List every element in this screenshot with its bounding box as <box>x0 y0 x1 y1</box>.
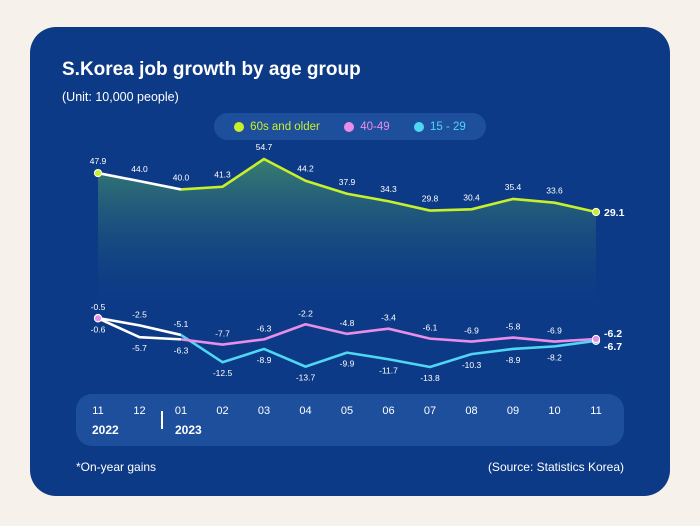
labels-layer: 47.9 44.0 40.0 41.3 54.7 44.2 37.9 34.3 29.8 30.4… <box>90 142 625 383</box>
x-tick-0: 11 <box>92 405 103 417</box>
label-40-49-8: -6.1 <box>423 323 438 333</box>
x-tick-10: 09 <box>507 405 519 417</box>
footnote: *On-year gains <box>76 460 157 474</box>
label-60s-8: 29.8 <box>422 194 439 204</box>
x-tick-3: 02 <box>216 405 228 417</box>
label-60s-10: 35.4 <box>505 182 522 192</box>
legend-label-60s: 60s and older <box>250 120 320 133</box>
label-60s-4: 54.7 <box>256 142 273 152</box>
label-15-29-4: -8.9 <box>257 355 272 365</box>
label-40-49-7: -3.4 <box>381 313 396 323</box>
point-40-49-12 <box>591 334 601 344</box>
label-40-49-4: -6.3 <box>257 323 272 333</box>
line-15-29-2022 <box>97 316 182 337</box>
x-tick-4: 03 <box>258 405 270 417</box>
points-layer <box>93 168 601 345</box>
legend-item-60s: 60s and older <box>234 121 320 133</box>
chart-plot: 47.9 44.0 40.0 41.3 54.7 44.2 37.9 34.3 29.8 30.4… <box>90 142 625 437</box>
line-60s <box>180 157 597 214</box>
label-40-49-1: -5.7 <box>132 343 147 353</box>
chart-title: S.Korea job growth by age group <box>62 59 361 80</box>
label-60s-0: 47.9 <box>90 156 107 166</box>
x-tick-8: 07 <box>424 405 436 417</box>
label-60s-5: 44.2 <box>297 164 314 174</box>
axis-layer: 11 12 01 02 03 04 05 06 07 08 09 10 11 2022 2023 <box>92 405 602 437</box>
legend-dot-15-29 <box>413 121 424 132</box>
label-15-29-10: -8.9 <box>506 355 521 365</box>
label-15-29-1: -2.5 <box>132 309 147 319</box>
x-tick-2: 01 <box>175 405 187 417</box>
legend-item-15-29: 15 - 29 <box>413 120 466 133</box>
label-40-49-5: -2.2 <box>298 308 313 318</box>
label-60s-11: 33.6 <box>546 186 563 196</box>
label-15-29-11: -8.2 <box>547 352 562 362</box>
label-15-29-5: -13.7 <box>296 373 316 383</box>
label-15-29-0: -0.5 <box>91 302 106 312</box>
legend-dot-40s <box>344 121 355 132</box>
label-15-29-8: -13.8 <box>420 373 440 383</box>
lines-layer <box>97 157 597 369</box>
point-40-49-0 <box>93 314 103 323</box>
point-60s-12 <box>591 207 601 217</box>
x-axis-bar <box>76 394 624 446</box>
label-40-49-2: -6.3 <box>174 345 189 355</box>
source-note: (Source: Statistics Korea) <box>487 460 624 474</box>
label-15-29-7: -11.7 <box>379 365 398 375</box>
label-40-49-9: -6.9 <box>464 326 479 336</box>
legend-label-15-29: 15 - 29 <box>429 120 466 133</box>
label-40-49-12: -6.2 <box>604 328 622 340</box>
label-15-29-6: -9.9 <box>340 359 355 369</box>
line-15-29 <box>180 333 597 369</box>
label-15-29-2: -5.1 <box>174 319 189 329</box>
legend-dot-60s <box>234 121 245 132</box>
label-40-49-3: -7.7 <box>215 329 230 339</box>
x-tick-9: 08 <box>465 405 477 417</box>
area-60s-and-older <box>98 159 596 312</box>
label-60s-2: 40.0 <box>173 172 190 182</box>
label-40-49-10: -5.8 <box>506 322 521 332</box>
x-tick-7: 06 <box>382 405 394 417</box>
label-40-49-6: -4.8 <box>340 318 355 328</box>
legend: 60s and older 40-49 15 - 29 <box>214 113 486 140</box>
label-15-29-3: -12.5 <box>213 368 233 378</box>
line-40-49-2022 <box>97 317 182 341</box>
area-layer <box>98 159 596 312</box>
x-tick-5: 04 <box>299 405 311 417</box>
x-tick-12: 11 <box>590 405 601 417</box>
x-tick-6: 05 <box>341 405 353 417</box>
label-15-29-12: -6.7 <box>604 341 622 353</box>
x-tick-11: 10 <box>548 405 560 417</box>
line-40-49 <box>180 322 597 346</box>
line-60s-2022 <box>97 171 182 191</box>
x-tick-1: 12 <box>133 405 145 417</box>
label-60s-6: 37.9 <box>339 177 356 187</box>
chart-subtitle: (Unit: 10,000 people) <box>62 90 179 104</box>
label-60s-9: 30.4 <box>463 192 480 202</box>
year-label-2022: 2022 <box>92 423 119 437</box>
point-60s-0 <box>93 168 103 178</box>
legend-label-40s: 40-49 <box>360 120 390 133</box>
label-60s-12: 29.1 <box>604 207 625 219</box>
label-15-29-9: -10.3 <box>462 360 482 370</box>
year-label-2023: 2023 <box>175 423 202 437</box>
label-40-49-11: -6.9 <box>547 326 562 336</box>
label-60s-3: 41.3 <box>214 170 231 180</box>
label-60s-1: 44.0 <box>131 164 148 174</box>
label-40-49-0: -0.6 <box>91 324 106 334</box>
chart-card: S.Korea job growth by age group (Unit: 1… <box>30 27 670 496</box>
legend-item-40s: 40-49 <box>344 120 390 133</box>
label-60s-7: 34.3 <box>380 184 397 194</box>
